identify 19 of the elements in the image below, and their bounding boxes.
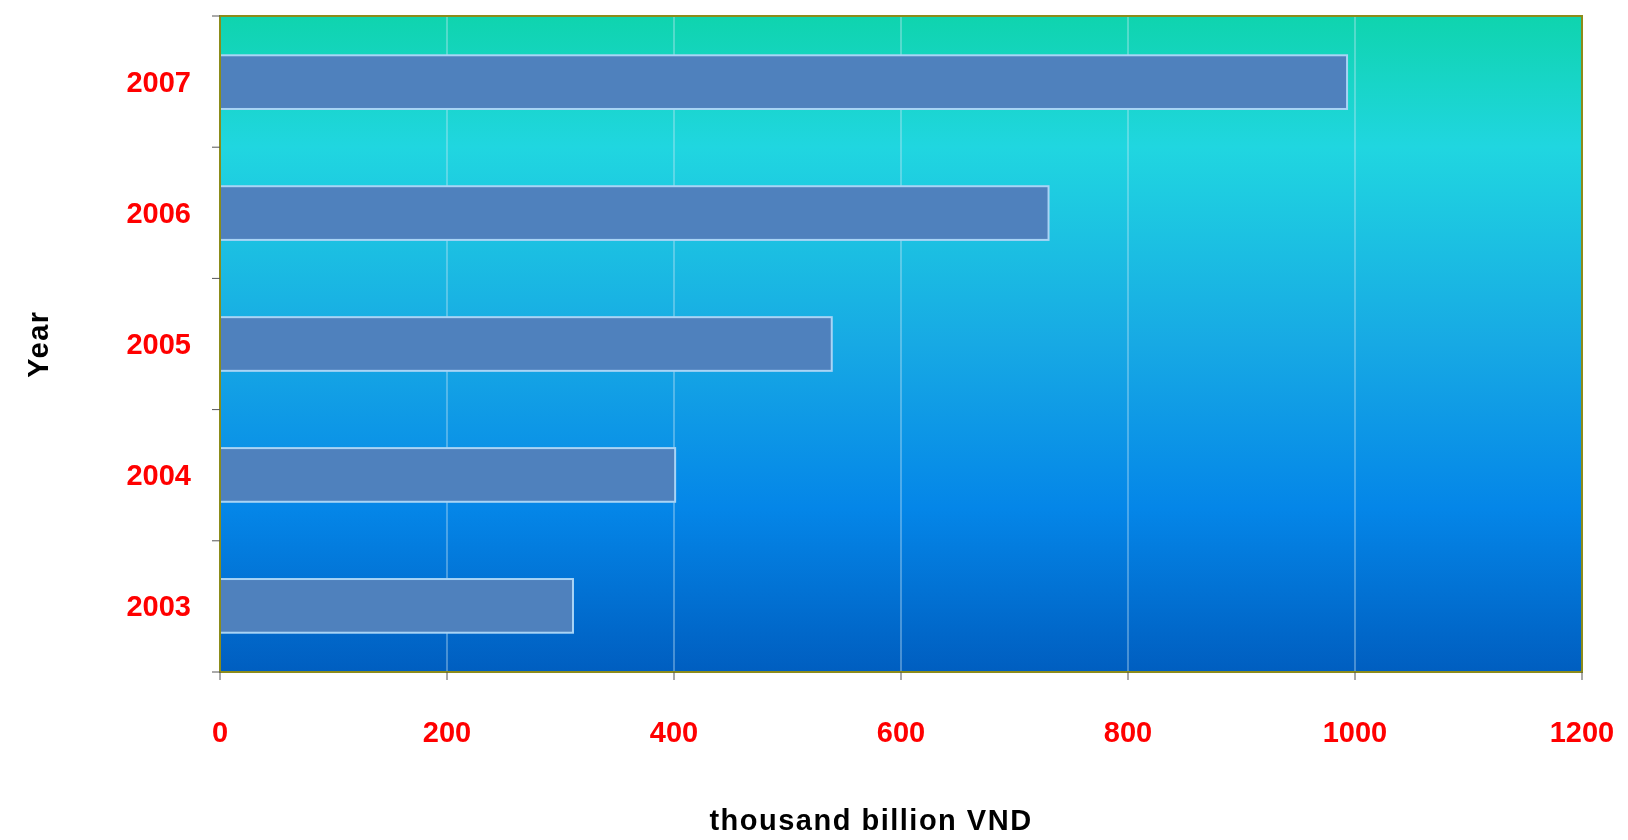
y-tick-label: 2007 xyxy=(126,66,191,99)
x-axis-title: thousand billion VND xyxy=(709,804,1033,836)
y-tick-label: 2003 xyxy=(126,590,191,623)
x-tick-label: 600 xyxy=(876,716,926,748)
y-tick-label: 2004 xyxy=(126,459,191,492)
y-axis-title: Year xyxy=(22,310,54,378)
bar xyxy=(219,316,833,372)
bar xyxy=(219,185,1050,241)
x-tick-label: 200 xyxy=(422,716,472,748)
y-tick-label: 2006 xyxy=(126,197,191,230)
x-tick-label: 800 xyxy=(1103,716,1153,748)
x-tick-label: 1000 xyxy=(1322,716,1388,748)
bar xyxy=(219,54,1349,110)
bar xyxy=(219,447,677,503)
x-tick-label: 0 xyxy=(211,716,229,748)
y-tick-label: 2005 xyxy=(126,328,191,361)
bar xyxy=(219,578,574,634)
x-tick-label: 400 xyxy=(649,716,699,748)
x-tick-label: 1200 xyxy=(1549,716,1615,748)
